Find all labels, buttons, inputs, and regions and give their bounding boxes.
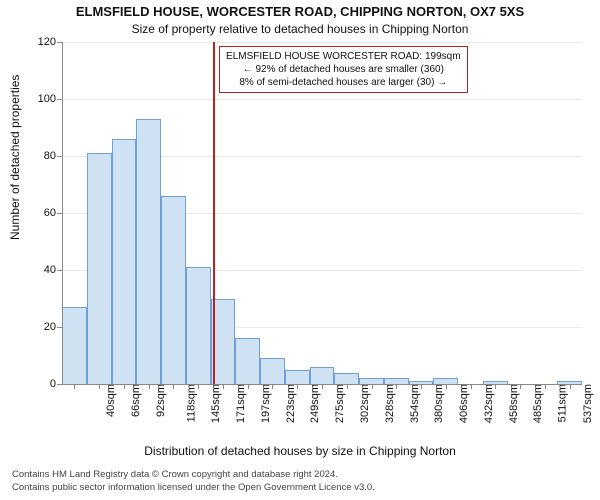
histogram-bar xyxy=(285,370,310,384)
histogram-bar xyxy=(112,139,137,384)
x-tick-label: 302sqm xyxy=(359,384,371,423)
x-tick-label: 40sqm xyxy=(105,384,117,417)
histogram-bar xyxy=(62,307,87,384)
plot-area: 02040608010012040sqm66sqm92sqm118sqm145s… xyxy=(62,42,582,384)
x-tick-label: 354sqm xyxy=(409,384,421,423)
chart-title-main: ELMSFIELD HOUSE, WORCESTER ROAD, CHIPPIN… xyxy=(0,4,600,19)
reference-line xyxy=(213,42,215,384)
histogram-bar xyxy=(260,358,285,384)
y-axis-line xyxy=(62,42,63,384)
x-axis-line xyxy=(62,384,582,385)
chart-title-sub: Size of property relative to detached ho… xyxy=(0,22,600,36)
x-tick-label: 275sqm xyxy=(334,384,346,423)
x-axis-label: Distribution of detached houses by size … xyxy=(0,444,600,458)
x-tick-label: 66sqm xyxy=(130,384,142,417)
histogram-bar xyxy=(87,153,112,384)
gridline xyxy=(62,42,582,43)
x-tick-label: 118sqm xyxy=(185,384,197,422)
x-tick-label: 171sqm xyxy=(235,384,247,423)
x-tick-label: 537sqm xyxy=(582,384,594,423)
x-tick-label: 145sqm xyxy=(211,384,223,423)
x-tick-label: 511sqm xyxy=(556,384,568,422)
histogram-bar xyxy=(310,367,335,384)
annotation-line-1: ELMSFIELD HOUSE WORCESTER ROAD: 199sqm xyxy=(226,50,461,63)
y-tick-label: 20 xyxy=(22,321,56,333)
histogram-bar xyxy=(161,196,186,384)
y-tick-label: 120 xyxy=(22,36,56,48)
y-tick-label: 40 xyxy=(22,264,56,276)
gridline xyxy=(62,99,582,100)
x-tick-label: 458sqm xyxy=(508,384,520,423)
x-tick-label: 92sqm xyxy=(155,384,167,417)
histogram-bar xyxy=(334,373,359,384)
copyright-line-2: Contains public sector information licen… xyxy=(12,482,375,493)
x-tick-label: 485sqm xyxy=(532,384,544,423)
y-axis-label: Number of detached properties xyxy=(8,75,22,240)
x-tick-label: 406sqm xyxy=(458,384,470,423)
annotation-line-2: ← 92% of detached houses are smaller (36… xyxy=(226,63,461,76)
x-tick-label: 223sqm xyxy=(285,384,297,423)
histogram-bar xyxy=(186,267,211,384)
y-tick-label: 60 xyxy=(22,207,56,219)
x-tick-label: 380sqm xyxy=(433,384,445,423)
y-tick-label: 100 xyxy=(22,93,56,105)
x-tick-label: 432sqm xyxy=(483,384,495,423)
x-tick-label: 328sqm xyxy=(384,384,396,423)
x-tick-label: 249sqm xyxy=(310,384,322,423)
histogram-bar xyxy=(235,338,260,384)
annotation-line-3: 8% of semi-detached houses are larger (3… xyxy=(226,76,461,89)
y-tick-label: 80 xyxy=(22,150,56,162)
annotation-box: ELMSFIELD HOUSE WORCESTER ROAD: 199sqm ←… xyxy=(219,46,468,93)
copyright-line-1: Contains HM Land Registry data © Crown c… xyxy=(12,469,338,480)
copyright-text: Contains HM Land Registry data © Crown c… xyxy=(12,469,588,494)
x-tick-label: 197sqm xyxy=(260,384,272,423)
y-tick-label: 0 xyxy=(22,378,56,390)
histogram-bar xyxy=(136,119,161,384)
